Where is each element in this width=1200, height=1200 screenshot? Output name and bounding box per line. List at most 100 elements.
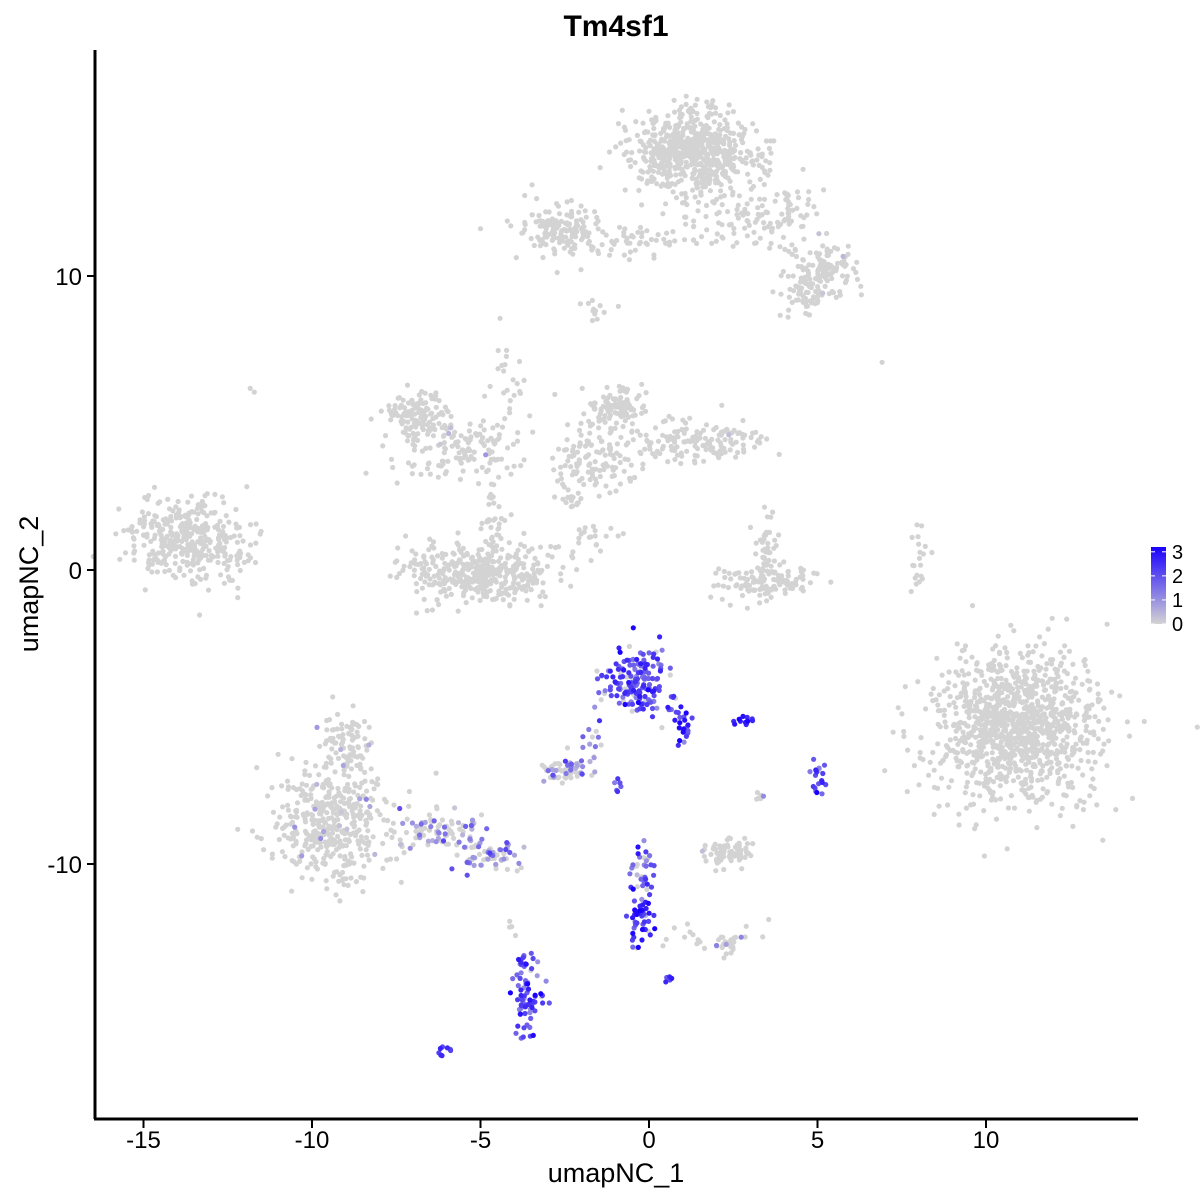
scatter-point	[716, 126, 722, 132]
scatter-point	[782, 246, 788, 252]
scatter-point	[574, 762, 580, 769]
scatter-point	[1087, 793, 1093, 799]
scatter-point	[642, 675, 648, 681]
scatter-point	[598, 697, 604, 703]
scatter-point	[613, 420, 620, 426]
scatter-point	[1084, 740, 1090, 746]
scatter-point	[1074, 802, 1080, 809]
scatter-point	[995, 764, 1002, 770]
scatter-point	[436, 462, 442, 469]
scatter-point	[556, 446, 562, 452]
scatter-point	[576, 209, 582, 215]
scatter-point	[781, 559, 787, 565]
scatter-point	[822, 261, 829, 268]
scatter-point	[479, 464, 485, 470]
scatter-point	[419, 571, 425, 577]
scatter-point	[386, 403, 392, 409]
scatter-point	[772, 198, 778, 204]
scatter-point	[1037, 747, 1043, 754]
scatter-point	[681, 125, 687, 132]
scatter-point	[490, 549, 496, 555]
scatter-point	[420, 426, 426, 433]
scatter-point	[533, 219, 539, 225]
scatter-point	[364, 788, 370, 794]
scatter-point	[654, 675, 661, 682]
scatter-point	[521, 565, 527, 571]
scatter-point	[490, 425, 496, 431]
scatter-point	[302, 816, 308, 822]
scatter-point	[703, 169, 709, 175]
scatter-point	[599, 438, 605, 444]
scatter-point	[469, 817, 476, 823]
scatter-point	[731, 230, 737, 236]
scatter-point	[333, 793, 339, 799]
scatter-point	[195, 539, 201, 545]
scatter-point	[711, 139, 717, 146]
scatter-point	[335, 755, 342, 762]
scatter-point	[922, 543, 928, 550]
scatter-point	[1094, 802, 1100, 808]
scatter-point	[510, 377, 516, 383]
scatter-point	[345, 758, 351, 765]
scatter-point	[441, 450, 447, 456]
scatter-point	[1039, 777, 1045, 783]
scatter-point	[253, 540, 259, 546]
scatter-point	[338, 809, 344, 815]
scatter-point	[559, 238, 565, 244]
scatter-point	[178, 514, 184, 520]
scatter-point	[409, 407, 415, 413]
scatter-point	[635, 229, 641, 235]
scatter-point	[592, 311, 598, 317]
scatter-point	[994, 710, 1000, 716]
scatter-point	[360, 755, 366, 761]
scatter-point	[1031, 763, 1037, 769]
scatter-point	[632, 247, 638, 253]
scatter-point	[215, 553, 221, 559]
scatter-point	[748, 196, 754, 202]
scatter-point	[965, 762, 971, 768]
scatter-point	[311, 856, 317, 862]
scatter-point	[978, 738, 984, 744]
scatter-point	[474, 468, 480, 474]
scatter-point	[1057, 663, 1063, 669]
scatter-point	[401, 563, 407, 569]
scatter-point	[175, 498, 181, 505]
scatter-point	[336, 733, 342, 739]
scatter-point	[139, 509, 145, 515]
scatter-point	[587, 423, 594, 429]
scatter-point	[622, 127, 629, 133]
scatter-point	[770, 289, 776, 295]
scatter-point	[714, 157, 721, 163]
scatter-point	[279, 783, 285, 789]
scatter-point	[564, 745, 571, 751]
scatter-point	[478, 526, 484, 532]
scatter-point	[1062, 693, 1068, 699]
scatter-point	[935, 702, 941, 708]
scatter-point	[431, 573, 437, 579]
scatter-point	[1061, 773, 1067, 779]
scatter-point	[686, 137, 692, 143]
scatter-point	[603, 398, 609, 405]
scatter-point	[1043, 666, 1049, 672]
scatter-point	[160, 526, 166, 533]
scatter-point	[499, 424, 506, 430]
scatter-point	[1033, 643, 1039, 649]
scatter-point	[987, 776, 993, 782]
scatter-point	[741, 575, 747, 582]
scatter-point	[592, 406, 598, 412]
scatter-point	[1003, 677, 1009, 683]
scatter-point	[215, 559, 221, 566]
scatter-point	[634, 884, 641, 890]
scatter-point	[1002, 728, 1009, 734]
scatter-point	[994, 683, 1001, 690]
scatter-point	[735, 430, 741, 437]
scatter-point	[409, 471, 415, 477]
scatter-point	[359, 780, 365, 786]
scatter-point	[380, 840, 386, 847]
scatter-point	[684, 121, 690, 127]
scatter-point	[576, 527, 582, 533]
scatter-point	[620, 385, 626, 391]
scatter-point	[601, 466, 607, 473]
scatter-point	[477, 597, 483, 604]
scatter-point	[299, 781, 305, 787]
